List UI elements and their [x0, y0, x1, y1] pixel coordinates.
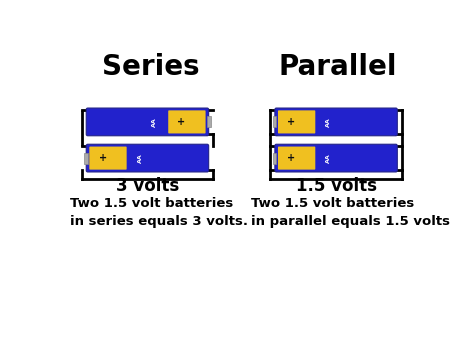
Bar	[273, 153, 276, 164]
Text: AA: AA	[327, 117, 331, 127]
Text: +: +	[177, 117, 186, 127]
FancyBboxPatch shape	[275, 144, 397, 172]
FancyBboxPatch shape	[278, 147, 315, 170]
Bar	[207, 116, 211, 127]
Text: Series: Series	[102, 53, 200, 81]
FancyBboxPatch shape	[86, 108, 209, 136]
FancyBboxPatch shape	[278, 110, 315, 133]
FancyBboxPatch shape	[86, 144, 209, 172]
Text: AA: AA	[327, 153, 331, 163]
Text: Two 1.5 volt batteries
in series equals 3 volts.: Two 1.5 volt batteries in series equals …	[70, 197, 248, 228]
FancyBboxPatch shape	[89, 147, 127, 170]
FancyBboxPatch shape	[168, 110, 206, 133]
Text: 3 volts: 3 volts	[116, 178, 179, 195]
Bar	[273, 116, 276, 127]
FancyBboxPatch shape	[275, 108, 397, 136]
Text: Two 1.5 volt batteries
in parallel equals 1.5 volts: Two 1.5 volt batteries in parallel equal…	[251, 197, 450, 228]
Text: 1.5 volts: 1.5 volts	[296, 178, 377, 195]
Text: +: +	[99, 153, 107, 163]
Text: AA: AA	[138, 153, 143, 163]
Bar	[84, 153, 88, 164]
Text: Parallel: Parallel	[278, 53, 397, 81]
Text: +: +	[287, 153, 295, 163]
Text: +: +	[287, 117, 295, 127]
Text: AA: AA	[152, 117, 157, 127]
